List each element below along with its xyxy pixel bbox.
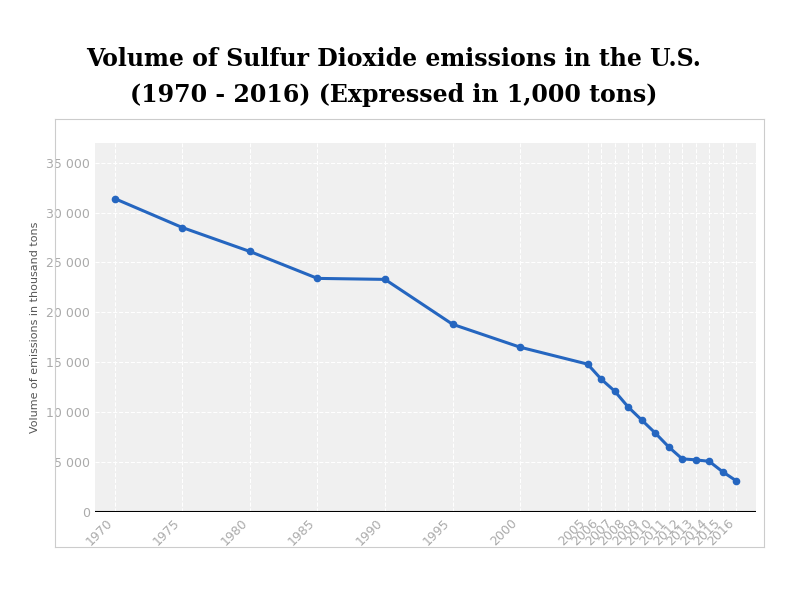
Y-axis label: Volume of emissions in thousand tons: Volume of emissions in thousand tons [30,221,40,433]
Text: (1970 - 2016) (Expressed in 1,000 tons): (1970 - 2016) (Expressed in 1,000 tons) [130,83,658,107]
Text: Volume of Sulfur Dioxide emissions in the U.S.: Volume of Sulfur Dioxide emissions in th… [87,48,701,71]
